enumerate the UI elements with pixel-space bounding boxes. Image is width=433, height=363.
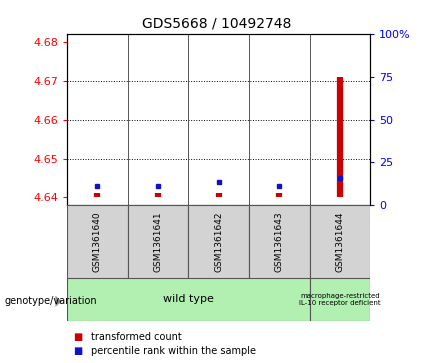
Text: transformed count: transformed count [91,331,182,342]
Text: ■: ■ [74,331,83,342]
Text: GDS5668 / 10492748: GDS5668 / 10492748 [142,16,291,30]
Bar [310,205,370,278]
Text: GSM1361640: GSM1361640 [93,211,102,272]
Bar [188,205,249,278]
Bar [128,205,188,278]
Text: genotype/variation: genotype/variation [4,295,97,306]
Text: ■: ■ [74,346,83,356]
Text: GSM1361643: GSM1361643 [275,211,284,272]
Bar [67,278,310,321]
Bar [310,278,370,321]
Text: GSM1361641: GSM1361641 [154,211,162,272]
Text: macrophage-restricted
IL-10 receptor deficient: macrophage-restricted IL-10 receptor def… [299,293,381,306]
Text: percentile rank within the sample: percentile rank within the sample [91,346,256,356]
Text: wild type: wild type [163,294,214,305]
Bar [249,205,310,278]
Text: GSM1361642: GSM1361642 [214,211,223,272]
Polygon shape [55,296,62,307]
Bar [67,205,128,278]
Text: GSM1361644: GSM1361644 [336,211,344,272]
